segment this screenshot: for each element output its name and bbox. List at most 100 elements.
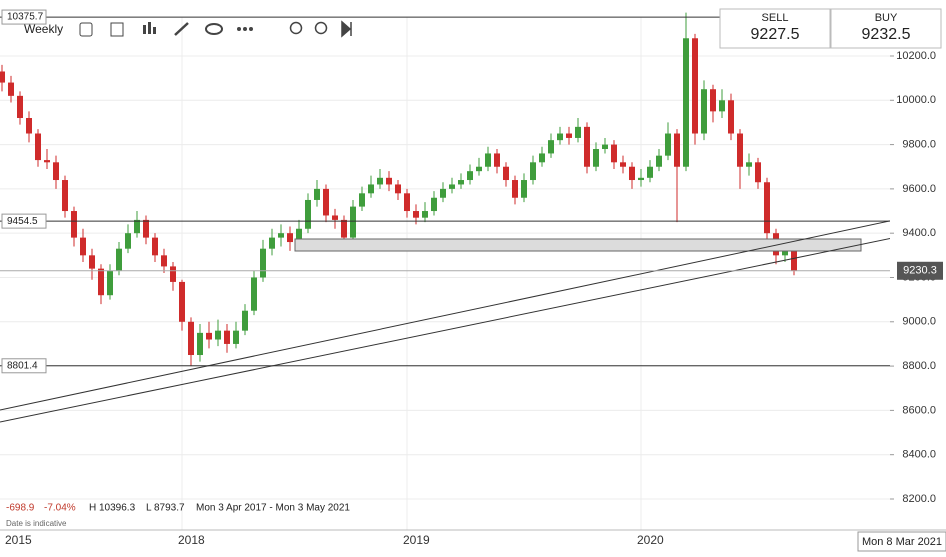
footer: -698.9 -7.04% H 10396.3 L 8793.7 Mon 3 A… bbox=[6, 503, 350, 528]
x-tick-label: 2019 bbox=[403, 533, 430, 547]
candle-body bbox=[413, 211, 419, 218]
candle-body bbox=[521, 180, 527, 198]
current-price-box bbox=[897, 261, 943, 280]
candle-body bbox=[179, 281, 185, 322]
candle-body bbox=[107, 270, 113, 296]
icon-end[interactable] bbox=[341, 20, 352, 38]
candle-body bbox=[683, 38, 689, 167]
candle-body bbox=[215, 330, 221, 340]
candle-body bbox=[44, 160, 50, 163]
candle-body bbox=[746, 162, 752, 167]
icon-more[interactable] bbox=[237, 27, 253, 31]
candle-body bbox=[422, 211, 428, 218]
level-label: 10375.7 bbox=[7, 12, 44, 23]
candle-body bbox=[584, 126, 590, 167]
y-tick-label: 9600.0 bbox=[902, 183, 936, 195]
candle-body bbox=[440, 188, 446, 198]
candle-body bbox=[350, 206, 356, 238]
candle-body bbox=[764, 182, 770, 234]
candle-body bbox=[701, 89, 707, 134]
sell-label: SELL bbox=[762, 12, 789, 24]
y-tick-label: 9400.0 bbox=[902, 227, 936, 239]
y-tick-label: 9000.0 bbox=[902, 316, 936, 328]
range: Mon 3 Apr 2017 - Mon 3 May 2021 bbox=[196, 503, 350, 514]
candle-body bbox=[206, 332, 212, 340]
candle-body bbox=[269, 237, 275, 249]
x-tick-label: 2015 bbox=[5, 533, 32, 547]
note: Date is indicative bbox=[6, 519, 67, 528]
x-tick-label: 2020 bbox=[637, 533, 664, 547]
icon-zoom-out[interactable] bbox=[289, 21, 303, 35]
candle-body bbox=[728, 100, 734, 134]
x-axis: 2015 2018 2019 2020 Mon 8 Mar 2021 bbox=[5, 531, 946, 552]
candle-body bbox=[566, 133, 572, 138]
candle-body bbox=[755, 162, 761, 183]
candle-body bbox=[188, 321, 194, 356]
candle-body bbox=[260, 248, 266, 278]
icon-bars[interactable] bbox=[143, 22, 156, 34]
candle-body bbox=[431, 197, 437, 212]
y-tick-label: 10000.0 bbox=[896, 94, 936, 106]
candle-body bbox=[557, 133, 563, 141]
icon-table[interactable] bbox=[79, 22, 93, 37]
x-tick-label: 2018 bbox=[178, 533, 205, 547]
cursor-date-box bbox=[857, 531, 946, 552]
candle-body bbox=[377, 177, 383, 185]
candle-body bbox=[296, 228, 302, 243]
icon-view[interactable] bbox=[205, 23, 223, 35]
candle-body bbox=[0, 71, 5, 83]
candle-body bbox=[314, 188, 320, 200]
candle-body bbox=[602, 144, 608, 150]
candle-body bbox=[224, 330, 230, 344]
level-label-box bbox=[1, 358, 47, 374]
quote: SELL 9227.5 BUY 9232.5 bbox=[719, 8, 942, 49]
candle-body bbox=[305, 199, 311, 229]
candle-body bbox=[674, 133, 680, 167]
candle-body bbox=[629, 166, 635, 181]
y-tick-label: 9800.0 bbox=[902, 138, 936, 150]
candle-body bbox=[467, 171, 473, 181]
y-tick-label: 8200.0 bbox=[902, 493, 936, 505]
candles bbox=[0, 12, 797, 367]
sell-button[interactable] bbox=[719, 8, 831, 49]
candle-body bbox=[170, 266, 176, 282]
candle-body bbox=[494, 153, 500, 167]
candle-body bbox=[575, 126, 581, 138]
candle-body bbox=[251, 277, 257, 311]
candle-body bbox=[278, 233, 284, 238]
level-label-box bbox=[1, 9, 47, 25]
candle-body bbox=[620, 162, 626, 167]
cursor-date: Mon 8 Mar 2021 bbox=[862, 536, 942, 548]
y-tick-label: 10200.0 bbox=[896, 50, 936, 62]
candle-body bbox=[17, 95, 23, 119]
candle-body bbox=[71, 211, 77, 238]
candle-body bbox=[143, 219, 149, 238]
candle-body bbox=[719, 100, 725, 112]
candle-body bbox=[332, 215, 338, 220]
y-axis: 8200.08400.08600.08800.09000.09200.09400… bbox=[890, 50, 943, 505]
level-label: 9454.5 bbox=[7, 216, 38, 227]
y-tick-label: 8600.0 bbox=[902, 404, 936, 416]
candle-body bbox=[665, 133, 671, 156]
candle-body bbox=[134, 219, 140, 234]
candle-body bbox=[62, 180, 68, 212]
icon-indicators[interactable] bbox=[110, 22, 124, 37]
change-pct: -7.04% bbox=[44, 503, 76, 514]
candle-body bbox=[737, 133, 743, 167]
candle-body bbox=[233, 330, 239, 344]
icon-zoom-in[interactable] bbox=[314, 21, 328, 35]
candle-body bbox=[323, 188, 329, 216]
buy-button[interactable] bbox=[830, 8, 942, 49]
candle-body bbox=[386, 177, 392, 185]
candle-body bbox=[530, 162, 536, 181]
candle-body bbox=[8, 82, 14, 96]
candle-body bbox=[638, 177, 644, 181]
candle-body bbox=[35, 133, 41, 161]
candle-body bbox=[476, 166, 482, 172]
buy-label: BUY bbox=[875, 12, 898, 24]
timeframe[interactable]: Weekly bbox=[24, 22, 63, 36]
candle-body bbox=[125, 233, 131, 249]
candle-body bbox=[692, 38, 698, 134]
icon-draw[interactable] bbox=[174, 22, 189, 36]
